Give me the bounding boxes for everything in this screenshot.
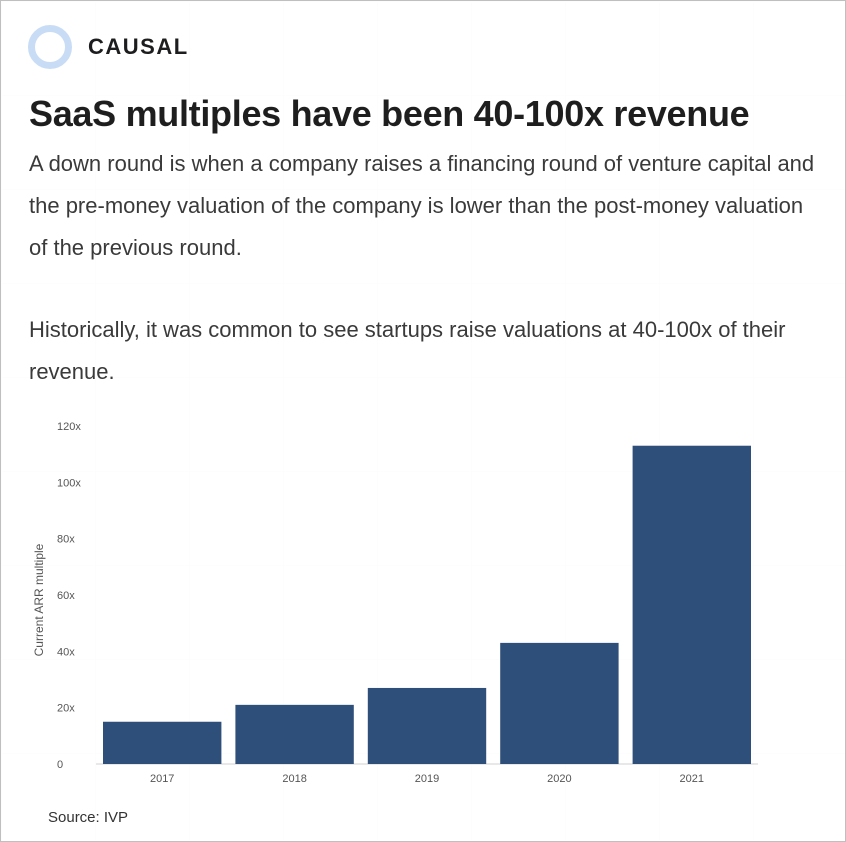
x-tick-label: 2018 xyxy=(282,773,306,785)
paragraph-down-round: A down round is when a company raises a … xyxy=(29,151,815,260)
bar-2017 xyxy=(103,721,222,764)
y-tick-label: 80x xyxy=(57,534,75,546)
y-tick-label: 120x xyxy=(57,421,81,433)
bar-2020 xyxy=(500,642,619,764)
y-tick-label: 60x xyxy=(57,590,75,602)
ring-icon xyxy=(28,25,72,69)
x-tick-label: 2019 xyxy=(415,773,439,785)
page-title: SaaS multiples have been 40-100x revenue xyxy=(29,93,750,134)
y-tick-label: 100x xyxy=(57,477,81,489)
x-tick-label: 2020 xyxy=(547,773,571,785)
bar-2021 xyxy=(632,445,751,764)
y-tick-label: 40x xyxy=(57,646,75,658)
brand-name: CAUSAL xyxy=(88,34,189,59)
bar-2018 xyxy=(235,704,354,764)
paragraph-historical: Historically, it was common to see start… xyxy=(29,317,786,384)
source-note: Source: IVP xyxy=(48,809,129,826)
y-tick-label: 0 xyxy=(57,759,63,771)
x-tick-label: 2017 xyxy=(150,773,174,785)
x-tick-label: 2021 xyxy=(680,773,704,785)
y-tick-label: 20x xyxy=(57,703,75,715)
bar-2019 xyxy=(367,687,487,764)
y-axis-label: Current ARR multiple xyxy=(32,543,46,656)
bar-chart: 0 20x 40x 60x 80x 100x 120x Current ARR multipl… xyxy=(32,421,758,785)
brand-logo: CAUSAL xyxy=(28,25,189,69)
